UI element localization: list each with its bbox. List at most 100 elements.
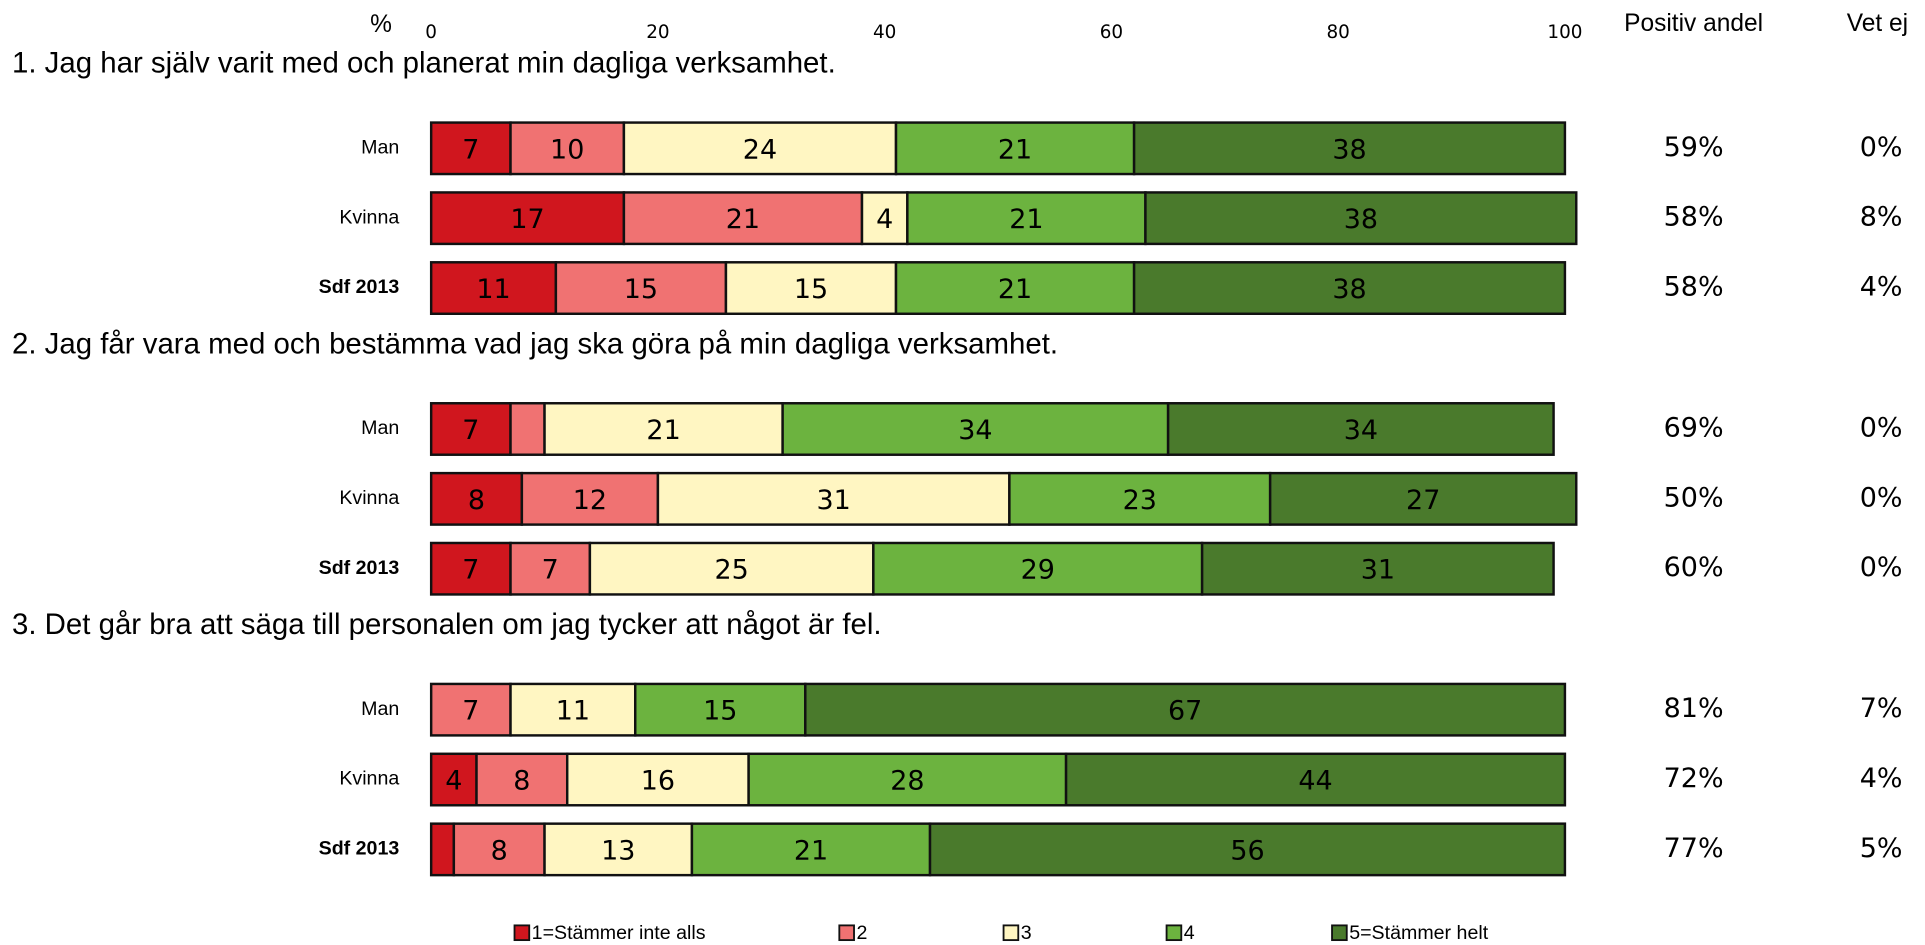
dont-know: 0% [1860, 552, 1903, 583]
value-label: 38 [1332, 134, 1366, 165]
bar-segment [429, 541, 512, 596]
bar-segment [906, 191, 1147, 246]
dont-know: 0% [1860, 412, 1903, 443]
legend-swatch [838, 924, 855, 942]
value-label: 27 [1406, 485, 1440, 516]
value-label: 15 [624, 274, 658, 305]
bar-segment [894, 261, 1136, 316]
value-label: 29 [1021, 555, 1055, 586]
bar-segment [1132, 121, 1567, 176]
positive-share: 58% [1664, 272, 1724, 303]
category-label: Sdf 2013 [319, 557, 400, 579]
bar-segment [747, 752, 1068, 807]
bar-segment [1132, 261, 1567, 316]
dont-know: 4% [1860, 272, 1903, 303]
positive-share: 77% [1664, 833, 1724, 864]
legend-label: 2 [856, 922, 867, 944]
dont-know: 5% [1860, 833, 1903, 864]
category-label: Man [361, 698, 399, 720]
bar-segment [656, 471, 1011, 526]
value-label: 21 [646, 415, 680, 446]
bar-segment [1064, 752, 1567, 807]
positive-share: 58% [1664, 202, 1724, 233]
bar-segment [429, 752, 478, 807]
value-label: 21 [998, 274, 1032, 305]
bar-segment [781, 402, 1170, 456]
dont-know: 0% [1860, 132, 1903, 163]
bar-segment [690, 822, 932, 877]
positive-share: 60% [1664, 552, 1724, 583]
x-tick-label: 100 [1547, 22, 1582, 43]
positive-share: 81% [1664, 693, 1724, 724]
value-label: 7 [462, 415, 479, 446]
legend-swatch [513, 924, 531, 942]
x-tick-label: 40 [873, 22, 896, 43]
category-label: Man [361, 417, 399, 439]
value-label: 38 [1332, 274, 1366, 305]
dont-know: 0% [1860, 482, 1903, 513]
legend-swatch [1165, 924, 1183, 942]
bar-segment [429, 121, 512, 176]
bar-segment [554, 261, 728, 316]
value-label: 7 [542, 555, 559, 586]
legend-label: 3 [1021, 922, 1032, 944]
category-label: Man [361, 136, 399, 158]
bar-segment [1200, 541, 1555, 596]
question-title: 1. Jag har själv varit med och planerat … [12, 47, 836, 80]
positive-share: 59% [1664, 132, 1724, 163]
x-tick-label: 20 [646, 22, 669, 43]
bar-segment [565, 752, 750, 807]
value-label: 11 [556, 696, 590, 727]
legend-swatch [1331, 924, 1348, 942]
bar-segment [1008, 471, 1272, 526]
value-label: 44 [1298, 765, 1332, 796]
bar-segment [622, 191, 864, 246]
bar-segment [509, 402, 546, 456]
bar-segment [1268, 471, 1578, 526]
x-tick-label: 60 [1100, 22, 1123, 43]
value-label: 21 [1009, 204, 1043, 235]
category-label: Sdf 2013 [319, 276, 400, 298]
bar-segment [429, 191, 626, 246]
category-label: Kvinna [339, 768, 399, 790]
bar-segment [520, 471, 660, 526]
value-label: 17 [510, 204, 544, 235]
value-label: 25 [714, 555, 748, 586]
value-label: 8 [491, 835, 508, 866]
bar-segment [429, 471, 524, 526]
value-label: 4 [876, 204, 893, 235]
value-label: 34 [958, 415, 992, 446]
category-label: Kvinna [339, 487, 399, 509]
value-label: 7 [462, 555, 479, 586]
positive-share: 72% [1664, 763, 1724, 794]
bar-segment [509, 121, 626, 176]
x-tick-label: 80 [1326, 22, 1349, 43]
question-title: 3. Det går bra att säga till personalen … [12, 608, 882, 641]
value-label: 67 [1168, 696, 1202, 727]
dont-know: 7% [1860, 693, 1903, 724]
value-label: 24 [743, 134, 777, 165]
bar-segment [543, 822, 694, 877]
bar-segment [860, 191, 909, 246]
dont-know: 4% [1860, 763, 1903, 794]
value-label: 34 [1344, 415, 1378, 446]
positive-share: 69% [1664, 412, 1724, 443]
bar-segment [509, 682, 637, 737]
bar-segment [872, 541, 1204, 596]
question-title: 2. Jag får vara med och bestämma vad jag… [12, 327, 1058, 360]
x-tick-label: 0 [425, 22, 437, 43]
x-axis-label: % [370, 11, 392, 38]
value-label: 56 [1230, 835, 1264, 866]
value-label: 15 [794, 274, 828, 305]
value-label: 8 [513, 765, 530, 796]
bar-segment [543, 402, 784, 456]
value-label: 11 [476, 274, 510, 305]
value-label: 15 [703, 696, 737, 727]
bar-segment [475, 752, 569, 807]
legend-label: 4 [1184, 922, 1195, 944]
value-label: 16 [641, 765, 675, 796]
positive-share: 50% [1664, 482, 1724, 513]
bar-segment [622, 121, 898, 176]
value-label: 21 [726, 204, 760, 235]
bar-segment [588, 541, 875, 596]
